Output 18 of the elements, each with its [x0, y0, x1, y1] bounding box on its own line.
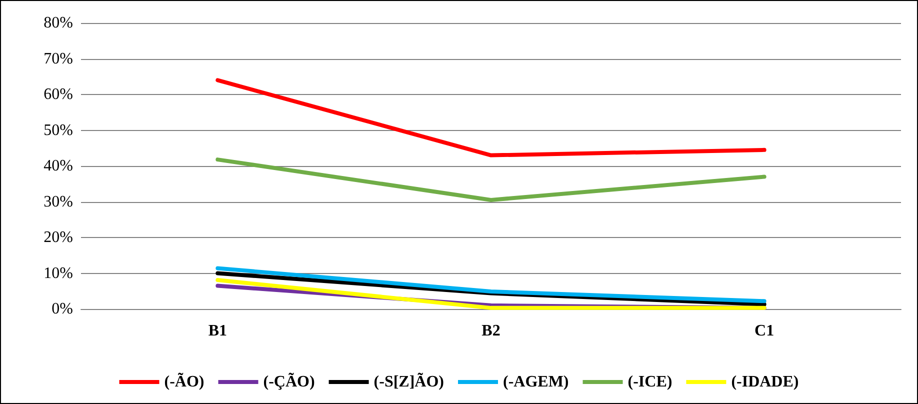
- legend-label: (-ICE): [628, 374, 672, 390]
- y-tick-label: 30%: [44, 193, 73, 210]
- y-tick-label: 60%: [44, 86, 73, 103]
- y-tick-label: 0%: [52, 300, 73, 318]
- y-tick-label: 50%: [44, 122, 73, 139]
- x-tick-label: B1: [208, 322, 228, 340]
- legend-label: (-ÃO): [164, 372, 204, 390]
- y-tick-label: 20%: [44, 229, 73, 246]
- y-tick-label: 70%: [44, 50, 73, 68]
- legend-label: (-S[Z]ÃO): [374, 372, 444, 390]
- legend-label: (-AGEM): [502, 374, 569, 390]
- x-tick-label: B2: [482, 322, 500, 340]
- x-tick-label: C1: [754, 322, 774, 340]
- legend-label: (-ÇÃO): [263, 372, 315, 390]
- y-tick-label: 40%: [44, 158, 73, 174]
- legend-label: (-IDADE): [731, 374, 799, 390]
- y-tick-label: 10%: [44, 264, 73, 282]
- y-tick-label: 80%: [44, 14, 73, 32]
